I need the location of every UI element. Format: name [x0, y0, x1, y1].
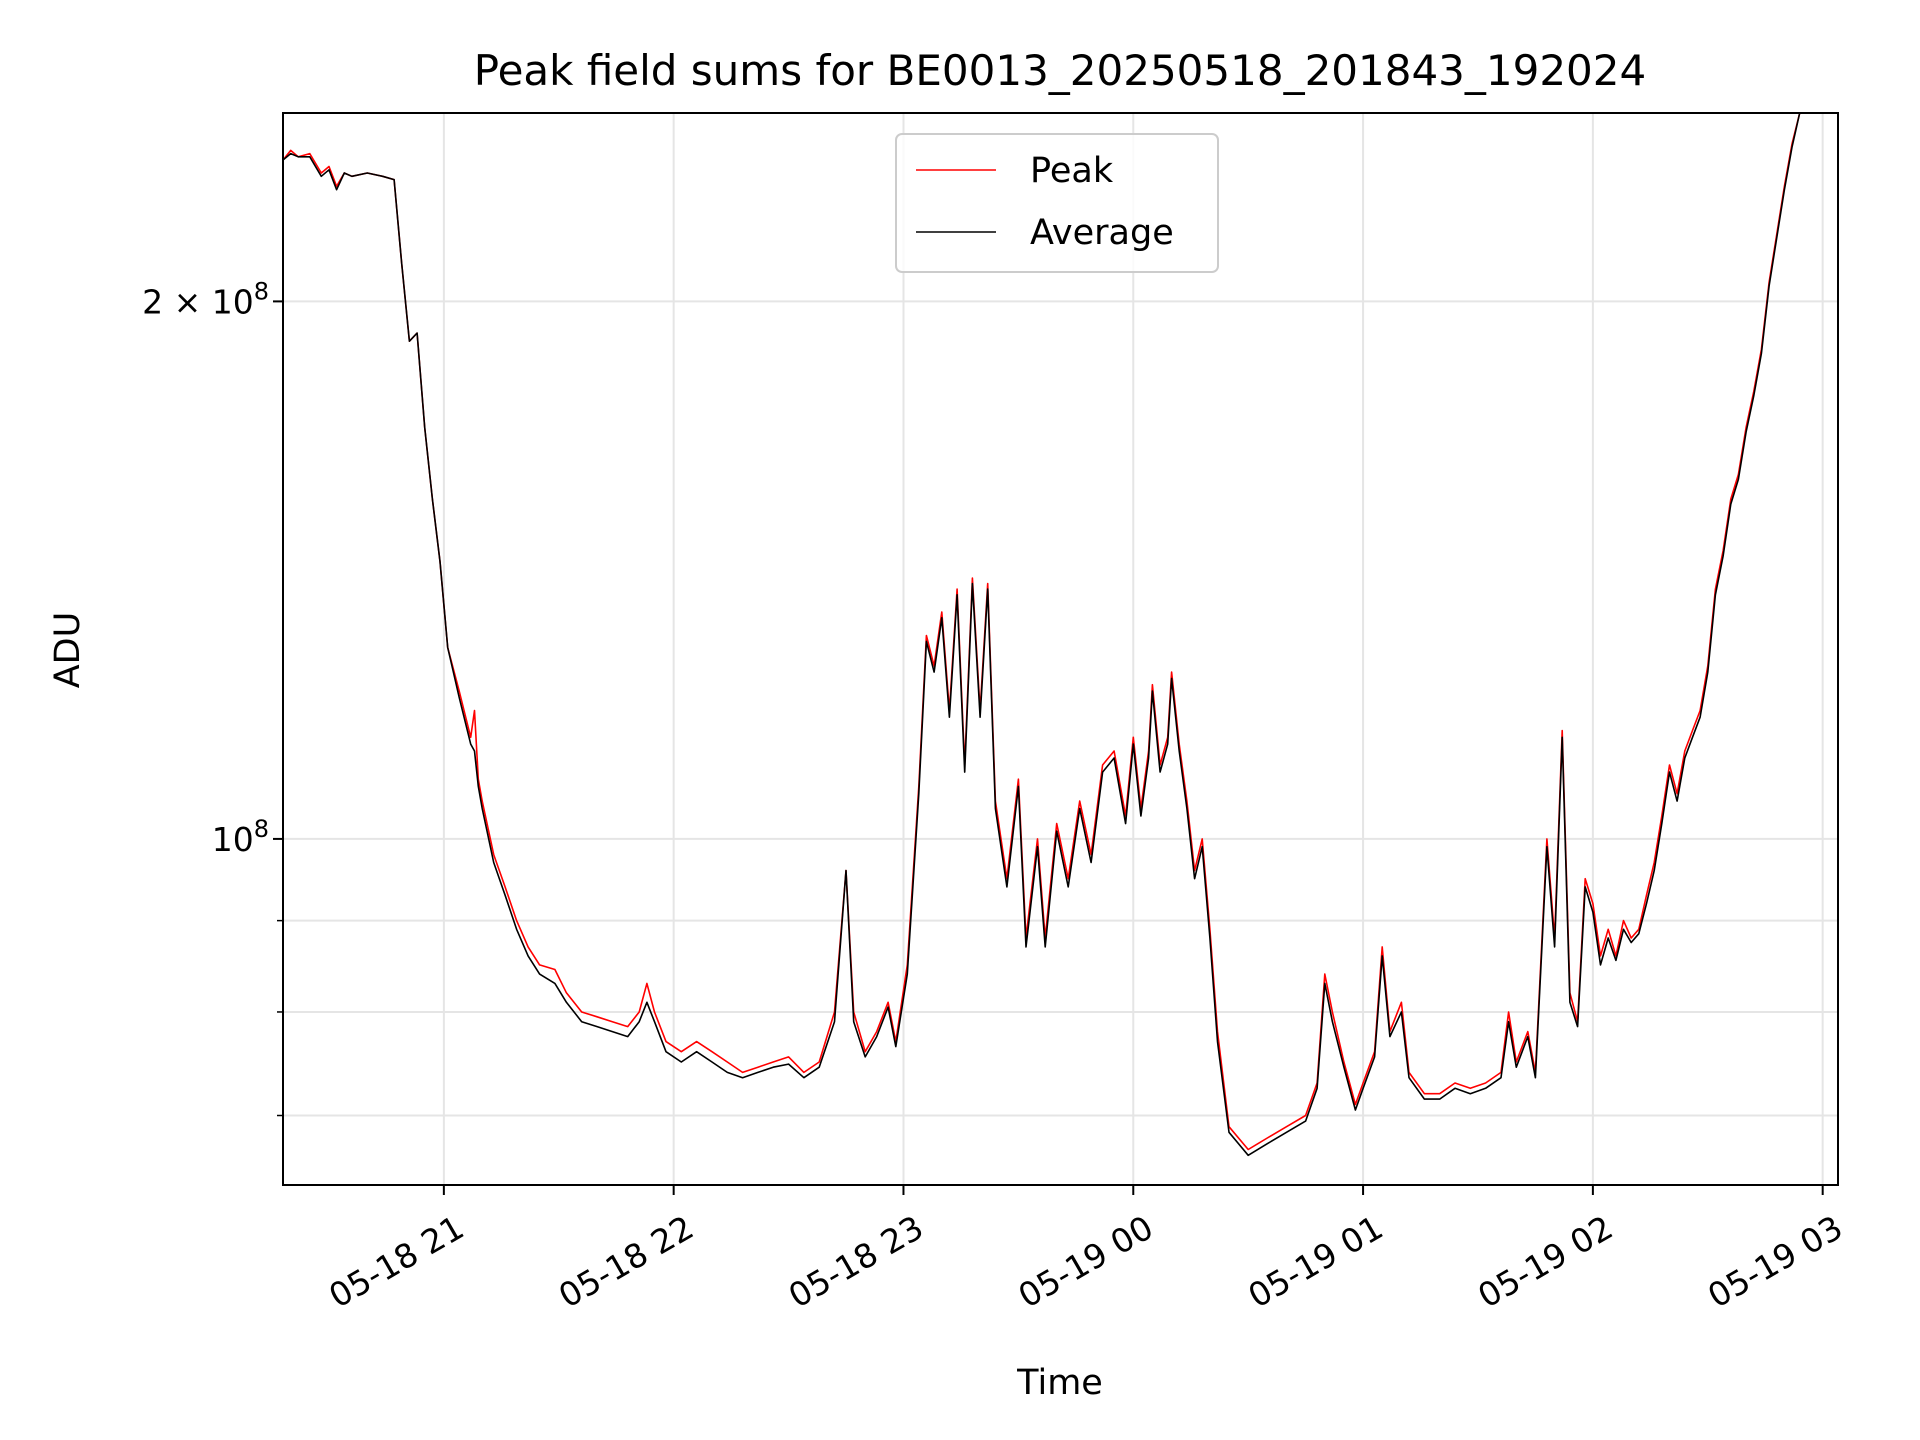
y-axis-label: ADU — [48, 612, 88, 689]
y-tick-label: 2 × 108 — [142, 277, 269, 321]
plot-series — [283, 113, 1801, 1157]
x-axis-label: Time — [1016, 1363, 1103, 1403]
legend: Peak Average — [895, 133, 1219, 273]
chart-title: Peak field sums for BE0013_20250518_2018… — [474, 46, 1646, 95]
legend-box — [895, 133, 1219, 273]
legend-label-peak: Peak — [1030, 151, 1114, 191]
series-line-average — [283, 113, 1801, 1157]
y-tick-label: 108 — [212, 815, 269, 859]
plot-frame — [282, 112, 1839, 1186]
series-line-peak — [283, 113, 1801, 1151]
legend-label-average: Average — [1030, 213, 1174, 253]
